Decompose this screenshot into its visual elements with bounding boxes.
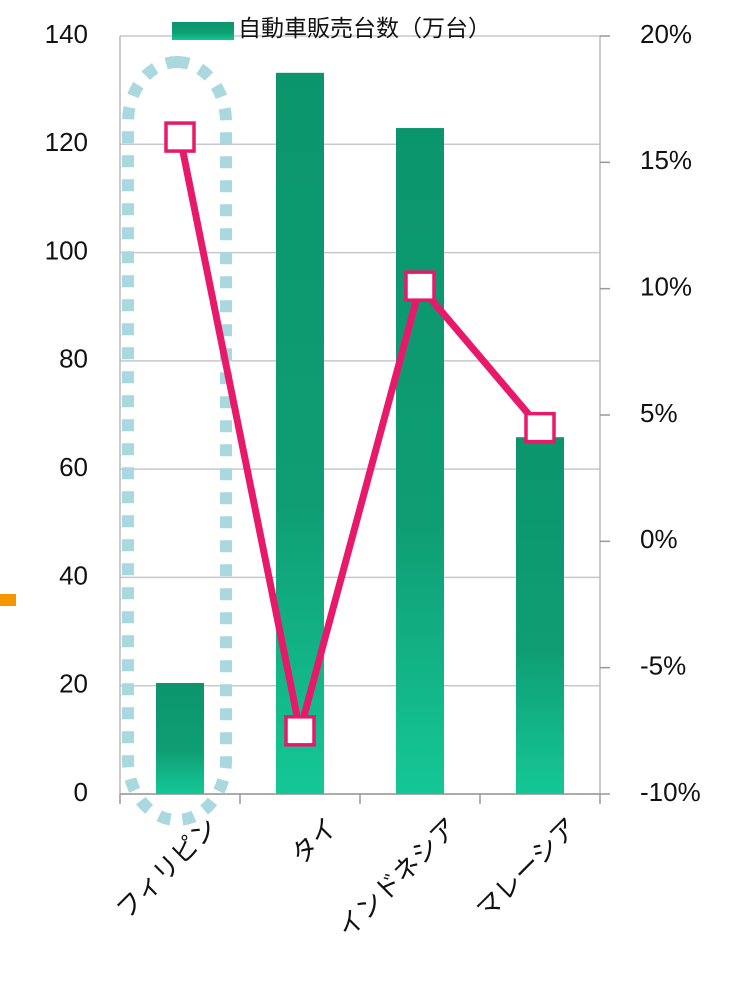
- y-tick-label: 40: [59, 560, 88, 590]
- x-tick-label: インドネシア: [332, 812, 464, 944]
- line-marker: [164, 121, 196, 153]
- bar: [276, 72, 324, 795]
- line-marker: [284, 715, 316, 747]
- y2-tick-label: 0%: [640, 524, 678, 554]
- y2-tick-label: -5%: [640, 651, 686, 681]
- x-tick-label: タイ: [285, 812, 343, 870]
- y2-tick-label: 10%: [640, 272, 692, 302]
- bar: [156, 683, 204, 794]
- y-tick-label: 60: [59, 452, 88, 482]
- y-tick-label: 80: [59, 344, 88, 374]
- y2-tick-label: 5%: [640, 398, 678, 428]
- y2-tick-label: -10%: [640, 777, 701, 807]
- x-tick-label: フィリピン: [110, 812, 223, 925]
- legend-label: 自動車販売台数（万台）: [238, 15, 491, 41]
- line-marker: [524, 411, 556, 444]
- x-tick-label: マレーシア: [470, 812, 583, 925]
- side-marker: [0, 594, 16, 606]
- bar: [516, 437, 564, 794]
- y-tick-label: 100: [45, 235, 88, 265]
- line: [176, 136, 543, 735]
- y2-tick-label: 20%: [640, 19, 692, 49]
- bar: [396, 128, 444, 795]
- y-tick-label: 0: [74, 777, 88, 807]
- y-tick-label: 120: [45, 127, 88, 157]
- y-tick-label: 20: [59, 669, 88, 699]
- legend-swatch: [172, 22, 234, 40]
- y-tick-label: 140: [45, 19, 88, 49]
- y2-tick-label: 15%: [640, 145, 692, 175]
- highlight-outline: [122, 56, 232, 826]
- line-marker: [404, 270, 436, 302]
